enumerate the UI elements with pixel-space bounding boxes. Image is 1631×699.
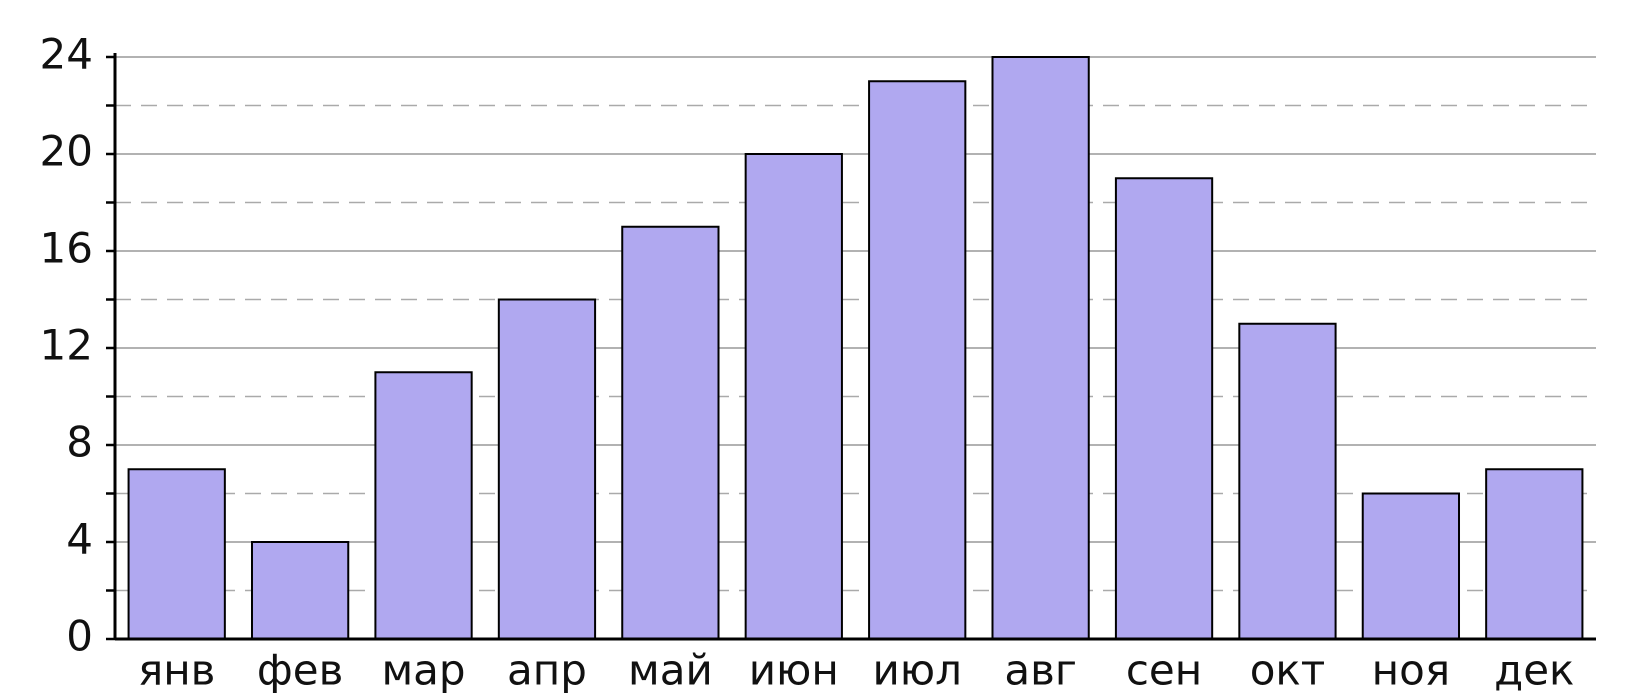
x-tick-label: июл [872, 646, 962, 695]
y-tick-label: 12 [40, 321, 93, 370]
x-tick-label: авг [1004, 646, 1077, 695]
bar [868, 80, 967, 640]
bar [621, 225, 720, 640]
y-tick-label: 20 [40, 127, 93, 176]
x-tick-label: дек [1494, 646, 1574, 695]
bar [127, 468, 226, 640]
bar [1361, 492, 1461, 640]
x-tick-label: янв [138, 646, 215, 695]
y-tick-label: 16 [40, 224, 93, 273]
x-tick-label: окт [1250, 646, 1326, 695]
y-tick-label: 24 [40, 30, 93, 79]
x-tick-label: июн [749, 646, 839, 695]
y-tick-label: 4 [66, 515, 93, 564]
bar [497, 298, 597, 640]
x-tick-label: ноя [1372, 646, 1450, 695]
bar [250, 541, 350, 640]
x-tick-label: сен [1126, 646, 1202, 695]
bar [1238, 322, 1337, 640]
bar [1114, 177, 1214, 640]
bar [1485, 468, 1584, 640]
bar [374, 371, 473, 640]
x-tick-label: май [628, 646, 713, 695]
y-tick-label: 0 [66, 612, 93, 661]
bar [991, 56, 1090, 640]
x-tick-label: мар [381, 646, 465, 695]
y-tick-label: 8 [66, 418, 93, 467]
x-tick-label: фев [257, 646, 344, 695]
x-tick-label: апр [507, 646, 587, 695]
bar [744, 153, 843, 640]
